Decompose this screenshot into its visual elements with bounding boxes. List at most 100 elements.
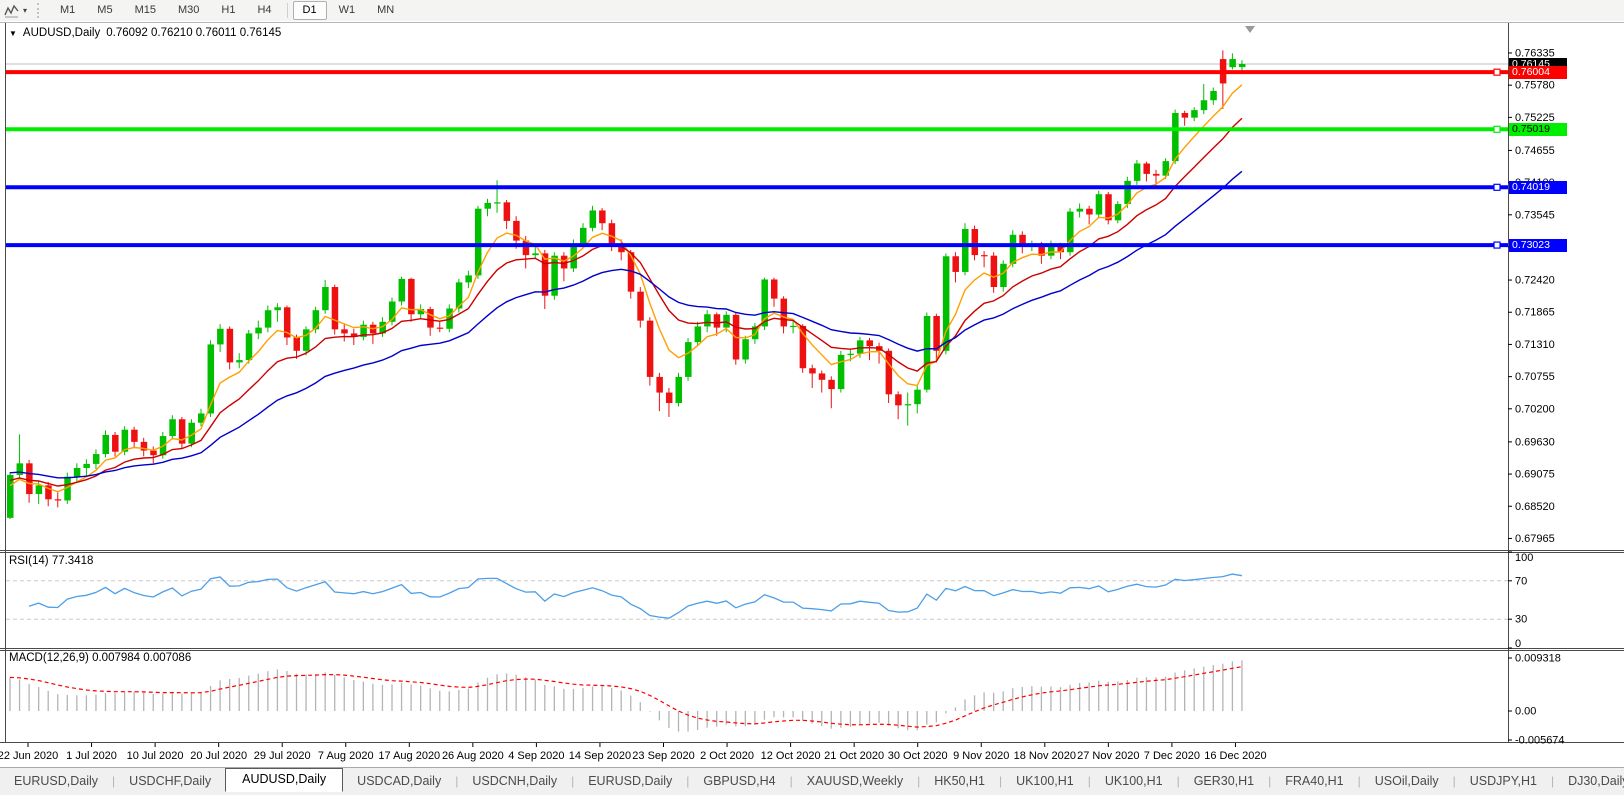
ma-line-p6	[9, 84, 1243, 493]
hline-handle[interactable]	[1493, 241, 1501, 249]
symbol-tab-usdcad-daily[interactable]: USDCAD,Daily	[357, 774, 442, 788]
symbol-tab-audusd-daily[interactable]: AUDUSD,Daily	[225, 768, 344, 792]
candle	[207, 344, 215, 414]
rsi-axis-label: 100	[1515, 552, 1533, 564]
candle	[226, 328, 234, 363]
symbol-tab-xauusd-weekly[interactable]: XAUUSD,Weekly	[806, 774, 904, 788]
date-label[interactable]: 2 Oct 2020	[700, 750, 754, 762]
tab-separator: |	[1087, 774, 1091, 788]
candle	[1210, 90, 1217, 101]
candle	[1047, 245, 1055, 256]
price-tick: 0.67965	[1515, 533, 1555, 545]
timeframe-button-mn[interactable]: MN	[377, 4, 395, 16]
candle	[790, 325, 797, 328]
timeframe-button-m15[interactable]: M15	[134, 4, 156, 16]
hline-handle[interactable]	[1493, 125, 1501, 133]
candle	[1238, 64, 1246, 68]
timeframe-button-m5[interactable]: M5	[97, 4, 113, 16]
candle	[904, 404, 912, 406]
price-tick: 0.70755	[1515, 371, 1555, 383]
candle	[828, 379, 835, 390]
date-label[interactable]: 17 Aug 2020	[378, 750, 440, 762]
candle	[64, 476, 71, 501]
date-label[interactable]: 22 Jun 2020	[0, 750, 58, 762]
toolbar-grip[interactable]	[37, 3, 42, 18]
date-label[interactable]: 1 Jul 2020	[66, 750, 117, 762]
symbol-tab-usdjpy-h1[interactable]: USDJPY,H1	[1469, 774, 1537, 788]
candle	[73, 467, 81, 477]
timeframe-button-m1[interactable]: M1	[60, 4, 76, 16]
price-tick: 0.69075	[1515, 469, 1555, 481]
price-tick: 0.71865	[1515, 307, 1555, 319]
candle	[694, 326, 702, 343]
candle	[140, 441, 148, 451]
date-label[interactable]: 23 Sep 2020	[632, 750, 694, 762]
timeframe-button-d1[interactable]: D1	[292, 1, 327, 20]
candle	[7, 474, 14, 518]
tab-separator: |	[789, 774, 793, 788]
hline-handle[interactable]	[1493, 183, 1501, 191]
timeframe-button-h4[interactable]: H4	[257, 4, 272, 16]
symbol-tab-uk100-h1[interactable]: UK100,H1	[1104, 774, 1163, 788]
candle	[303, 329, 310, 351]
timeframe-button-m30[interactable]: M30	[177, 4, 200, 16]
symbol-tab-hk50-h1[interactable]: HK50,H1	[934, 774, 985, 788]
date-label[interactable]: 14 Sep 2020	[569, 750, 631, 762]
candle	[1076, 208, 1084, 212]
candle	[312, 310, 320, 330]
symbol-tab-dj30-daily[interactable]: DJ30,Daily	[1568, 774, 1624, 788]
macd-signal-line	[9, 666, 1243, 728]
candle	[436, 327, 444, 329]
date-label[interactable]: 21 Oct 2020	[824, 750, 884, 762]
date-label[interactable]: 30 Oct 2020	[888, 750, 948, 762]
candle	[837, 354, 845, 390]
candle	[723, 314, 730, 328]
date-label[interactable]: 4 Sep 2020	[508, 750, 564, 762]
candle	[26, 463, 33, 495]
symbol-tab-eurusd-daily[interactable]: EURUSD,Daily	[588, 774, 673, 788]
candle	[551, 255, 558, 296]
candle	[1067, 211, 1074, 253]
price-tick: 0.76335	[1515, 47, 1555, 59]
symbol-tab-gbpusd-h4[interactable]: GBPUSD,H4	[703, 774, 776, 788]
symbol-tab-usdchf-daily[interactable]: USDCHF,Daily	[129, 774, 212, 788]
candle	[656, 376, 663, 393]
date-label[interactable]: 9 Nov 2020	[953, 750, 1009, 762]
date-label[interactable]: 27 Nov 2020	[1077, 750, 1139, 762]
date-label[interactable]: 7 Aug 2020	[318, 750, 374, 762]
symbol-tab-ger30-h1[interactable]: GER30,H1	[1193, 774, 1255, 788]
chart-shift-marker[interactable]	[1245, 26, 1255, 33]
rsi-axis-label: 0	[1515, 638, 1521, 650]
candle	[885, 350, 893, 395]
date-label[interactable]: 20 Jul 2020	[190, 750, 247, 762]
chart-type-button[interactable]: ▾	[4, 4, 27, 18]
symbol-tab-usoil-daily[interactable]: USOil,Daily	[1374, 774, 1439, 788]
candle	[895, 394, 902, 406]
hline-handle[interactable]	[1493, 68, 1501, 76]
candle	[389, 301, 396, 322]
symbol-tab-bar: EURUSD,Daily | USDCHF,Daily AUDUSD,Daily USD…	[0, 767, 1624, 792]
date-label[interactable]: 26 Aug 2020	[442, 750, 504, 762]
chart-dropdown-icon[interactable]: ▼	[9, 28, 17, 38]
candle	[1191, 110, 1198, 118]
date-label[interactable]: 16 Dec 2020	[1204, 750, 1266, 762]
symbol-tab-fra40-h1[interactable]: FRA40,H1	[1285, 774, 1344, 788]
date-label[interactable]: 7 Dec 2020	[1144, 750, 1200, 762]
candle	[675, 376, 682, 404]
tab-separator: |	[998, 774, 1003, 788]
symbol-tab-usdcnh-daily[interactable]: USDCNH,Daily	[472, 774, 558, 788]
date-label[interactable]: 10 Jul 2020	[127, 750, 184, 762]
chart-title-ohlc: 0.76092 0.76210 0.76011 0.76145	[106, 27, 282, 39]
symbol-tab-uk100-h1[interactable]: UK100,H1	[1016, 774, 1074, 788]
timeframe-button-h1[interactable]: H1	[221, 4, 236, 16]
symbol-tab-eurusd-daily[interactable]: EURUSD,Daily	[14, 774, 99, 788]
date-label[interactable]: 12 Oct 2020	[761, 750, 821, 762]
timeframe-button-w1[interactable]: W1	[338, 4, 356, 16]
date-label[interactable]: 18 Nov 2020	[1014, 750, 1076, 762]
date-label[interactable]: 29 Jul 2020	[254, 750, 311, 762]
candle	[45, 485, 52, 500]
candle	[1200, 100, 1208, 111]
candle	[264, 310, 272, 328]
